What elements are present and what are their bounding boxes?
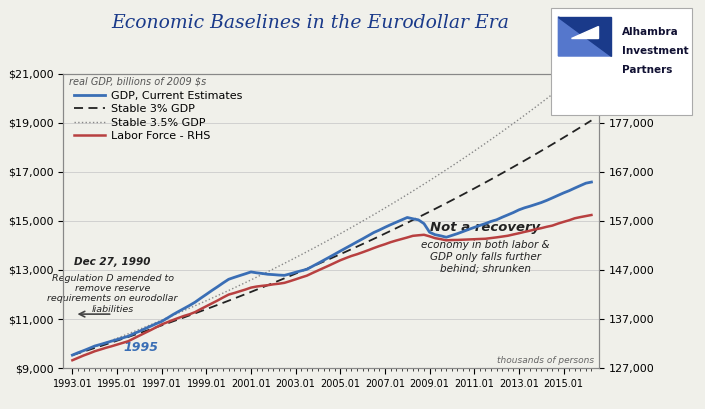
FancyBboxPatch shape [551,8,692,115]
Text: Economic Baselines in the Eurodollar Era: Economic Baselines in the Eurodollar Era [111,14,509,32]
Text: Partners: Partners [622,65,672,75]
Polygon shape [558,17,611,56]
Legend: GDP, Current Estimates, Stable 3% GDP, Stable 3.5% GDP, Labor Force - RHS: GDP, Current Estimates, Stable 3% GDP, S… [74,91,243,141]
Text: Regulation D amended to
remove reserve
requirements on eurodollar
liabilities: Regulation D amended to remove reserve r… [47,274,178,314]
Text: Alhambra: Alhambra [622,27,678,36]
Text: thousands of persons: thousands of persons [497,356,594,365]
Text: Investment: Investment [622,46,689,56]
Text: real GDP, billions of 2009 $s: real GDP, billions of 2009 $s [69,76,206,87]
Polygon shape [571,26,598,38]
Text: Not a recovery: Not a recovery [430,221,541,234]
Polygon shape [558,17,611,56]
Text: economy in both labor &
GDP only falls further
behind; shrunken: economy in both labor & GDP only falls f… [421,240,550,274]
Text: 1995: 1995 [123,341,159,354]
Text: Dec 27, 1990: Dec 27, 1990 [74,257,151,267]
